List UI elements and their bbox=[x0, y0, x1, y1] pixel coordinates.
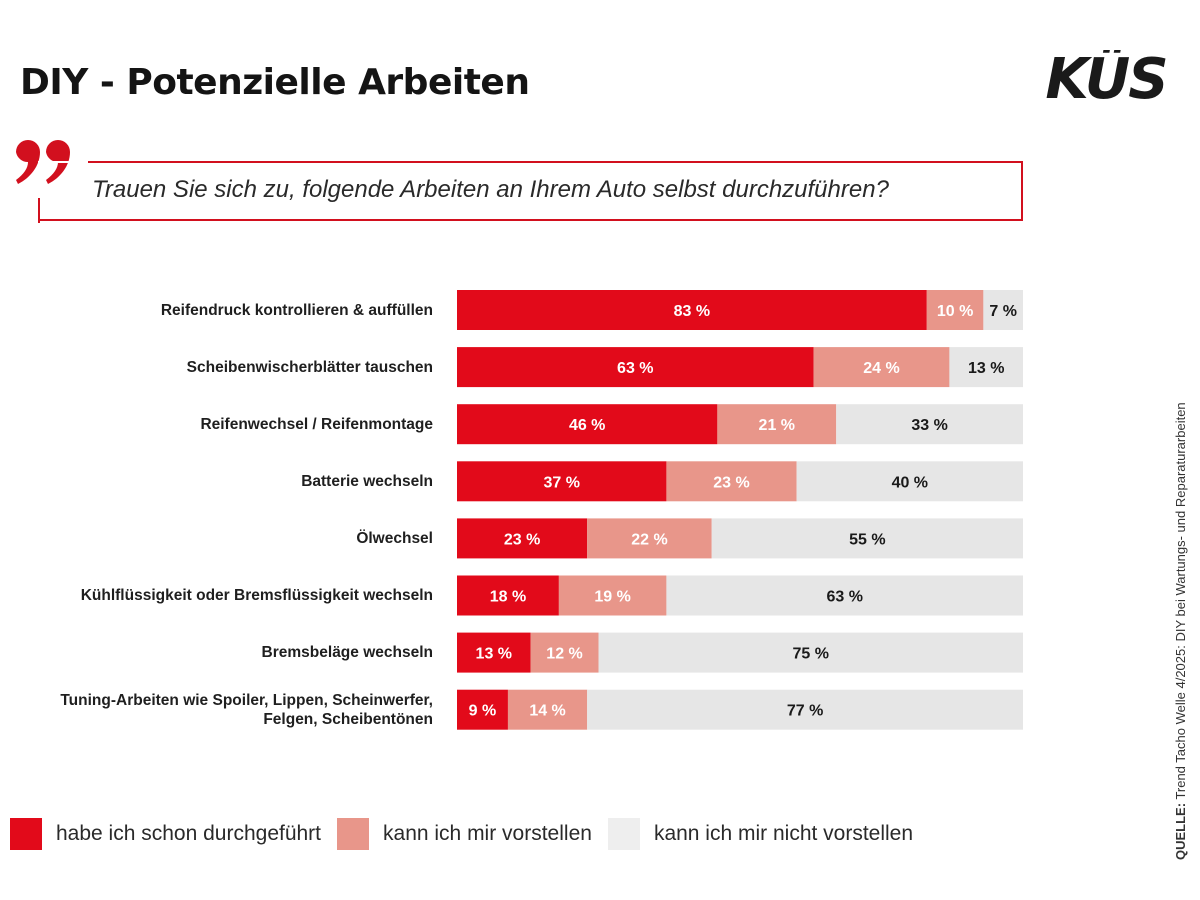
data-label-imaginable: 22 % bbox=[631, 531, 667, 548]
category-label: Reifendruck kontrollieren & auffüllen bbox=[161, 301, 433, 320]
data-label-not-imaginable: 55 % bbox=[849, 531, 885, 548]
source-text: Trend Tacho Welle 4/2025: DIY bei Wartun… bbox=[1173, 402, 1188, 803]
data-label-done: 9 % bbox=[469, 703, 497, 720]
data-label-not-imaginable: 75 % bbox=[793, 646, 829, 663]
data-label-not-imaginable: 77 % bbox=[787, 703, 823, 720]
bar-segment-not-imaginable bbox=[598, 632, 1023, 673]
bar-segment-done bbox=[457, 689, 508, 730]
data-label-not-imaginable: 13 % bbox=[968, 360, 1004, 377]
data-label-not-imaginable: 7 % bbox=[989, 303, 1017, 320]
bar-row: 83 % 10 % 7 % bbox=[457, 290, 1023, 330]
category-label: Tuning-Arbeiten wie Spoiler, Lippen, Sch… bbox=[60, 691, 433, 729]
bar-segment-not-imaginable bbox=[711, 518, 1023, 559]
legend-label-imaginable: kann ich mir vorstellen bbox=[383, 822, 592, 845]
data-label-done: 37 % bbox=[543, 474, 579, 491]
data-label-not-imaginable: 63 % bbox=[826, 589, 862, 606]
category-label: Bremsbeläge wechseln bbox=[262, 643, 433, 662]
category-label-line: Kühlflüssigkeit oder Bremsflüssigkeit we… bbox=[80, 587, 433, 604]
question-frame-left bbox=[38, 198, 40, 223]
category-label-line: Ölwechsel bbox=[356, 529, 433, 547]
data-label-done: 46 % bbox=[569, 417, 605, 434]
bar-segment-imaginable bbox=[666, 461, 797, 502]
category-label: Scheibenwischerblätter tauschen bbox=[187, 358, 433, 377]
category-label-line: Reifenwechsel / Reifenmontage bbox=[200, 415, 433, 433]
category-label-line: Felgen, Scheibentönen bbox=[263, 710, 433, 728]
data-label-imaginable: 14 % bbox=[529, 703, 565, 720]
data-label-done: 83 % bbox=[674, 303, 710, 320]
legend-swatch-not-imaginable bbox=[607, 818, 640, 850]
question-frame bbox=[38, 161, 1023, 221]
bar-row: 63 % 24 % 13 % bbox=[457, 347, 1023, 388]
bar-row: 37 % 23 % 40 % bbox=[457, 461, 1023, 502]
bar-segment-imaginable bbox=[813, 347, 950, 388]
data-label-imaginable: 21 % bbox=[759, 417, 795, 434]
bar-segment-done bbox=[457, 404, 718, 445]
category-label-line: Tuning-Arbeiten wie Spoiler, Lippen, Sch… bbox=[60, 691, 433, 709]
bar-segment-imaginable bbox=[587, 518, 712, 559]
data-label-done: 23 % bbox=[504, 531, 540, 548]
bar-row: 13 % 12 % 75 % bbox=[457, 632, 1023, 673]
legend-item-not-imaginable: kann ich mir nicht vorstellen bbox=[607, 818, 914, 850]
bar-segment-imaginable bbox=[717, 404, 837, 445]
bar-segment-imaginable bbox=[926, 290, 984, 330]
data-label-imaginable: 12 % bbox=[546, 646, 582, 663]
category-label: Ölwechsel bbox=[356, 529, 433, 548]
bar-row: 18 % 19 % 63 % bbox=[457, 575, 1023, 616]
bar-segment-done bbox=[457, 518, 588, 559]
bar-segment-done bbox=[457, 347, 814, 388]
data-label-not-imaginable: 40 % bbox=[892, 474, 928, 491]
data-label-imaginable: 10 % bbox=[937, 303, 973, 320]
legend-label-done: habe ich schon durchgeführt bbox=[56, 822, 322, 845]
bar-segment-not-imaginable bbox=[796, 461, 1023, 502]
bar-segment-not-imaginable bbox=[587, 689, 1023, 730]
bar-segment-not-imaginable bbox=[836, 404, 1023, 445]
bar-row: 46 % 21 % 33 % bbox=[457, 404, 1023, 445]
category-label: Kühlflüssigkeit oder Bremsflüssigkeit we… bbox=[81, 586, 433, 605]
category-label-line: Scheibenwischerblätter tauschen bbox=[186, 358, 433, 376]
legend-swatch-done bbox=[10, 818, 42, 850]
legend-swatch-imaginable bbox=[337, 818, 370, 850]
bar-segment-not-imaginable bbox=[666, 575, 1023, 616]
data-label-done: 18 % bbox=[490, 589, 526, 606]
data-label-imaginable: 23 % bbox=[713, 474, 749, 491]
category-label-line: Reifendruck kontrollieren & auffüllen bbox=[160, 301, 433, 319]
bar-segment-done bbox=[457, 632, 531, 673]
kues-logo: KÜS bbox=[1045, 50, 1168, 104]
legend-item-imaginable: kann ich mir vorstellen bbox=[337, 818, 592, 850]
bar-segment-imaginable bbox=[507, 689, 588, 730]
survey-question: Trauen Sie sich zu, folgende Arbeiten an… bbox=[92, 176, 889, 203]
legend-label-not-imaginable: kann ich mir nicht vorstellen bbox=[653, 822, 914, 845]
bar-segment-not-imaginable bbox=[949, 347, 1023, 388]
data-label-done: 63 % bbox=[617, 360, 653, 377]
bar-segment-done bbox=[457, 461, 667, 502]
bar-segment-imaginable bbox=[558, 575, 667, 616]
logo-text: KÜS bbox=[1045, 50, 1166, 104]
data-label-not-imaginable: 33 % bbox=[911, 417, 947, 434]
bar-segment-not-imaginable bbox=[983, 290, 1023, 330]
bar-segment-imaginable bbox=[530, 632, 599, 673]
bar-segment-done bbox=[457, 575, 559, 616]
legend-item-done: habe ich schon durchgeführt bbox=[10, 818, 321, 850]
data-label-imaginable: 19 % bbox=[594, 589, 630, 606]
source-label: QUELLE: bbox=[1173, 802, 1188, 860]
data-label-imaginable: 24 % bbox=[863, 360, 899, 377]
category-label: Reifenwechsel / Reifenmontage bbox=[200, 415, 433, 434]
data-label-done: 13 % bbox=[476, 646, 512, 663]
bar-row: 9 % 14 % 77 % bbox=[457, 689, 1023, 730]
category-label-line: Bremsbeläge wechseln bbox=[261, 644, 433, 662]
category-label: Batterie wechseln bbox=[301, 472, 433, 491]
legend: habe ich schon durchgeführt kann ich mir… bbox=[10, 818, 929, 850]
bar-segment-done bbox=[457, 290, 927, 330]
bar-row: 23 % 22 % 55 % bbox=[457, 518, 1023, 559]
page-title: DIY - Potenzielle Arbeiten bbox=[20, 62, 530, 103]
source-note: QUELLE: Trend Tacho Welle 4/2025: DIY be… bbox=[1173, 402, 1188, 860]
category-label-line: Batterie wechseln bbox=[301, 472, 433, 490]
